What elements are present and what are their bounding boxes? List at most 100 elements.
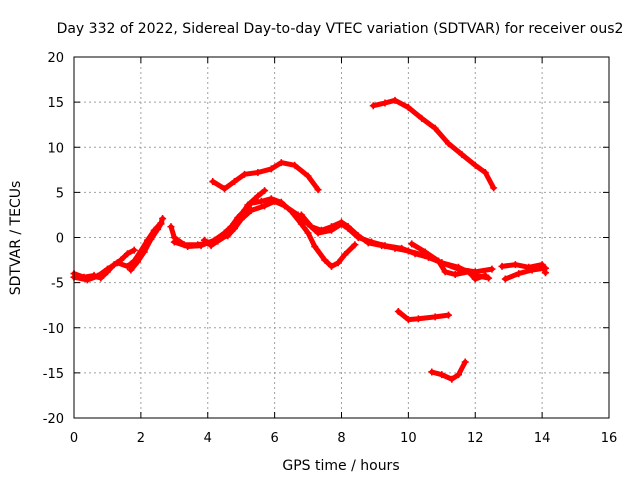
data-point xyxy=(354,232,362,240)
data-point xyxy=(445,140,452,148)
data-point xyxy=(344,223,352,231)
data-point xyxy=(154,225,162,233)
x-axis-label: GPS time / hours xyxy=(282,458,399,474)
x-tick-label: 8 xyxy=(337,431,345,446)
data-point xyxy=(93,272,101,280)
data-point xyxy=(231,223,238,231)
series-arc-3 xyxy=(128,221,164,273)
series-arc-2 xyxy=(71,216,166,283)
data-point xyxy=(254,169,262,177)
data-point xyxy=(257,197,265,205)
y-tick-label: 15 xyxy=(47,96,64,111)
data-point xyxy=(254,192,262,200)
data-point xyxy=(404,247,412,255)
x-tick-label: 10 xyxy=(400,431,417,446)
data-point xyxy=(124,250,131,258)
data-point xyxy=(297,211,305,219)
data-point xyxy=(220,185,228,193)
series-arc-8 xyxy=(298,212,492,281)
data-point xyxy=(418,114,426,122)
data-point xyxy=(170,238,178,246)
data-point xyxy=(214,237,222,245)
data-point xyxy=(334,259,342,267)
data-point xyxy=(127,266,135,274)
data-point xyxy=(434,257,442,265)
data-point xyxy=(465,268,473,276)
data-point xyxy=(209,178,217,186)
data-point xyxy=(287,207,295,215)
data-point xyxy=(541,264,549,272)
data-point xyxy=(394,308,402,316)
data-point xyxy=(471,161,479,169)
data-point xyxy=(528,266,536,274)
data-point xyxy=(428,368,436,376)
data-point xyxy=(130,246,138,254)
data-point xyxy=(445,311,452,319)
data-point xyxy=(134,258,142,266)
data-point xyxy=(404,316,412,324)
series-arc-7 xyxy=(210,160,321,193)
data-point xyxy=(244,201,252,209)
data-point xyxy=(455,263,463,271)
data-point xyxy=(200,236,208,244)
data-point xyxy=(167,223,175,231)
data-point xyxy=(431,313,439,321)
y-tick-label: 10 xyxy=(47,141,64,156)
data-point xyxy=(431,124,439,132)
data-point xyxy=(321,256,329,264)
data-point xyxy=(291,161,299,169)
data-point xyxy=(327,223,335,231)
data-point xyxy=(455,371,463,379)
data-point xyxy=(304,229,312,237)
x-tick-label: 12 xyxy=(467,431,484,446)
data-point xyxy=(414,315,422,323)
data-point xyxy=(391,244,399,252)
y-tick-label: 5 xyxy=(56,186,64,201)
series-arc-11 xyxy=(502,265,548,282)
data-point xyxy=(124,262,131,270)
data-point xyxy=(408,240,416,248)
data-point xyxy=(261,187,269,195)
data-point xyxy=(391,96,399,104)
data-point xyxy=(307,223,315,231)
data-point xyxy=(451,271,459,279)
y-axis-label: SDTVAR / TECUs xyxy=(8,181,24,296)
data-point xyxy=(184,243,192,251)
series-arc-14 xyxy=(429,359,468,382)
data-point xyxy=(490,184,498,192)
data-point xyxy=(327,262,335,270)
data-point xyxy=(207,242,215,250)
y-tick-label: -15 xyxy=(43,367,64,382)
data-point xyxy=(224,231,232,239)
data-series-group xyxy=(70,96,549,383)
data-point xyxy=(458,150,466,158)
data-point xyxy=(511,261,519,269)
x-tick-label: 4 xyxy=(204,431,212,446)
data-point xyxy=(481,169,489,177)
data-point xyxy=(267,195,275,203)
x-tick-label: 16 xyxy=(601,431,618,446)
series-arc-9 xyxy=(409,241,488,282)
data-point xyxy=(381,99,389,107)
data-point xyxy=(369,102,377,110)
data-point xyxy=(471,275,479,283)
data-point xyxy=(237,211,245,219)
y-tick-label: 20 xyxy=(47,51,64,66)
data-point xyxy=(157,220,165,228)
data-point xyxy=(140,248,148,256)
x-tick-label: 14 xyxy=(534,431,551,446)
data-point xyxy=(351,241,359,249)
axis-ticks: 0 2 4 6 8 10 12 14 16 -20 -15 -10 -5 0 5 10 15 20 xyxy=(43,51,618,446)
data-point xyxy=(297,220,305,228)
data-point xyxy=(364,239,372,247)
data-point xyxy=(515,270,523,278)
data-point xyxy=(159,215,167,223)
data-point xyxy=(277,159,285,167)
data-point xyxy=(461,358,469,366)
data-point xyxy=(498,262,506,270)
data-point xyxy=(113,259,121,267)
data-point xyxy=(338,218,345,226)
x-tick-label: 2 xyxy=(137,431,145,446)
data-point xyxy=(197,242,205,250)
